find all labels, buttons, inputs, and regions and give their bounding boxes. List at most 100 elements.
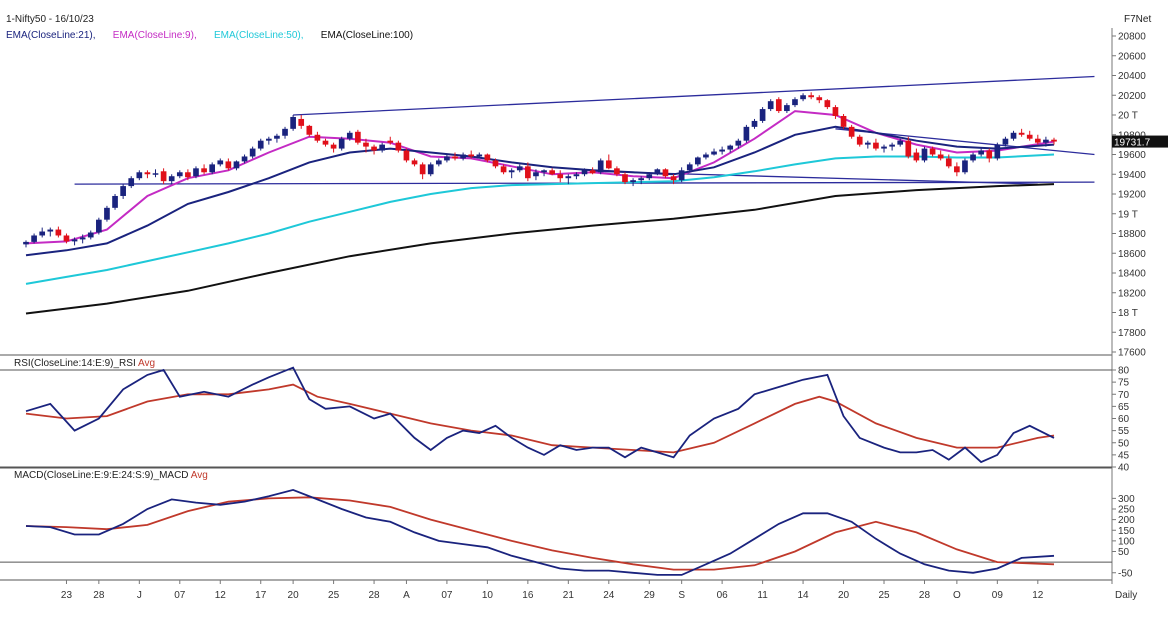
y-tick-label: 19600 <box>1118 150 1146 161</box>
candle-body <box>31 235 37 242</box>
candle-body <box>1002 138 1009 145</box>
y-tick-label: 20600 <box>1118 51 1146 62</box>
macd-line-macd <box>25 488 1055 576</box>
candle-body <box>994 144 1001 159</box>
candle-body <box>800 95 806 100</box>
indicator-legend: EMA(CloseLine:21), EMA(CloseLine:9), EMA(C… <box>6 30 413 41</box>
macd-avg-label: Avg <box>191 470 208 481</box>
y-tick-label: 65 <box>1118 402 1130 413</box>
candle-body <box>233 161 240 169</box>
legend-item: EMA(CloseLine:100) <box>321 30 413 41</box>
macd-panel: MACD(CloseLine:E:9:E:24:S:9)_MACD Avg 30… <box>0 470 1135 579</box>
ema-line-ema50 <box>25 153 1055 285</box>
x-axis: 23 28 J 07 12 17 20 25 28 A 07 10 16 21 24 29 S 06 11 14 20 2… <box>61 580 1044 601</box>
candle-body <box>435 160 442 165</box>
candle-body <box>257 140 264 149</box>
y-tick-label: 50 <box>1118 438 1130 449</box>
candle-body <box>662 169 669 177</box>
y-tick-label: 18200 <box>1118 288 1146 299</box>
legend-item: EMA(CloseLine:21), <box>6 30 95 41</box>
candle-body <box>897 140 904 145</box>
candle-body <box>929 148 936 155</box>
candle-body <box>516 166 523 171</box>
candle-body <box>112 195 118 208</box>
candle-body <box>23 241 29 245</box>
chart-title: 1-Nifty50 - 16/10/23 <box>6 14 94 25</box>
macd-title: MACD(CloseLine:E:9:E:24:S:9)_MACD Avg <box>14 470 208 481</box>
candle-body <box>856 136 863 145</box>
candle-body <box>217 160 224 165</box>
x-tick-label: 12 <box>1032 590 1044 601</box>
x-tick-label: 20 <box>288 590 300 601</box>
candle-body <box>686 164 693 171</box>
rsi-panel: RSI(CloseLine:14:E:9)_RSI Avg 8075706560… <box>0 358 1130 474</box>
candle-body <box>185 172 191 178</box>
candle-body <box>921 148 928 161</box>
candle-body <box>403 150 410 161</box>
panel-frames <box>0 28 1113 584</box>
candle-body <box>419 164 426 175</box>
candle-body <box>719 149 725 152</box>
candle-body <box>970 154 976 161</box>
candle-body <box>573 174 580 177</box>
candle-body <box>298 118 305 126</box>
x-tick-label: 16 <box>522 590 534 601</box>
candle-body <box>808 95 814 98</box>
candle-body <box>541 170 547 173</box>
candle-body <box>363 142 369 147</box>
ema-line-ema9 <box>25 110 1055 245</box>
candle-body <box>565 176 572 179</box>
candle-body <box>144 172 151 175</box>
candle-body <box>476 154 483 157</box>
x-tick-label: 09 <box>992 590 1004 601</box>
last-price-tag: 19731.7 <box>1112 135 1168 149</box>
y-tick-label: 250 <box>1118 505 1135 516</box>
candle-body <box>824 100 831 108</box>
candle-body <box>654 169 661 175</box>
y-tick-label: 200 <box>1118 515 1135 526</box>
candle-body <box>128 178 135 187</box>
x-tick-label: 25 <box>878 590 890 601</box>
candle-body <box>743 126 750 141</box>
rsi-title: RSI(CloseLine:14:E:9)_RSI Avg <box>14 358 155 369</box>
candle-body <box>767 101 774 110</box>
candle-body <box>460 154 466 159</box>
y-tick-label: 20800 <box>1118 32 1146 43</box>
candle-body <box>395 142 402 151</box>
price-tag-value: 19731.7 <box>1114 138 1151 149</box>
candle-body <box>784 105 790 112</box>
candle-body <box>751 120 758 127</box>
x-tick-label: 17 <box>255 590 267 601</box>
rsi-lines <box>0 366 1112 468</box>
y-tick-label: 17800 <box>1118 328 1146 339</box>
y-tick-label: 60 <box>1118 414 1130 425</box>
candle-body <box>864 142 871 145</box>
candle-body <box>622 174 628 183</box>
x-tick-label: 20 <box>838 590 850 601</box>
candle-body <box>492 160 499 167</box>
rsi-line-rsi <box>25 366 1055 464</box>
candle-body <box>549 170 555 175</box>
legend-item: EMA(CloseLine:50), <box>214 30 303 41</box>
y-tick-label: 75 <box>1118 378 1130 389</box>
y-tick-label: 20400 <box>1118 71 1146 82</box>
x-tick-label: 24 <box>603 590 615 601</box>
x-tick-label: 14 <box>798 590 810 601</box>
candle-body <box>225 161 232 169</box>
y-tick-label: 19400 <box>1118 170 1146 181</box>
candle-body <box>290 116 296 129</box>
candle-body <box>306 125 313 135</box>
x-tick-label: 06 <box>717 590 729 601</box>
candle-body <box>355 131 361 143</box>
y-tick-label: 50 <box>1118 547 1130 558</box>
candle-body <box>816 97 823 101</box>
candle-body <box>1010 132 1017 139</box>
trendline <box>293 75 1095 116</box>
candle-body <box>848 126 855 137</box>
y-tick-label: 18600 <box>1118 249 1146 260</box>
candle-body <box>411 160 418 165</box>
macd-lines <box>0 488 1112 576</box>
x-tick-label: 10 <box>482 590 494 601</box>
